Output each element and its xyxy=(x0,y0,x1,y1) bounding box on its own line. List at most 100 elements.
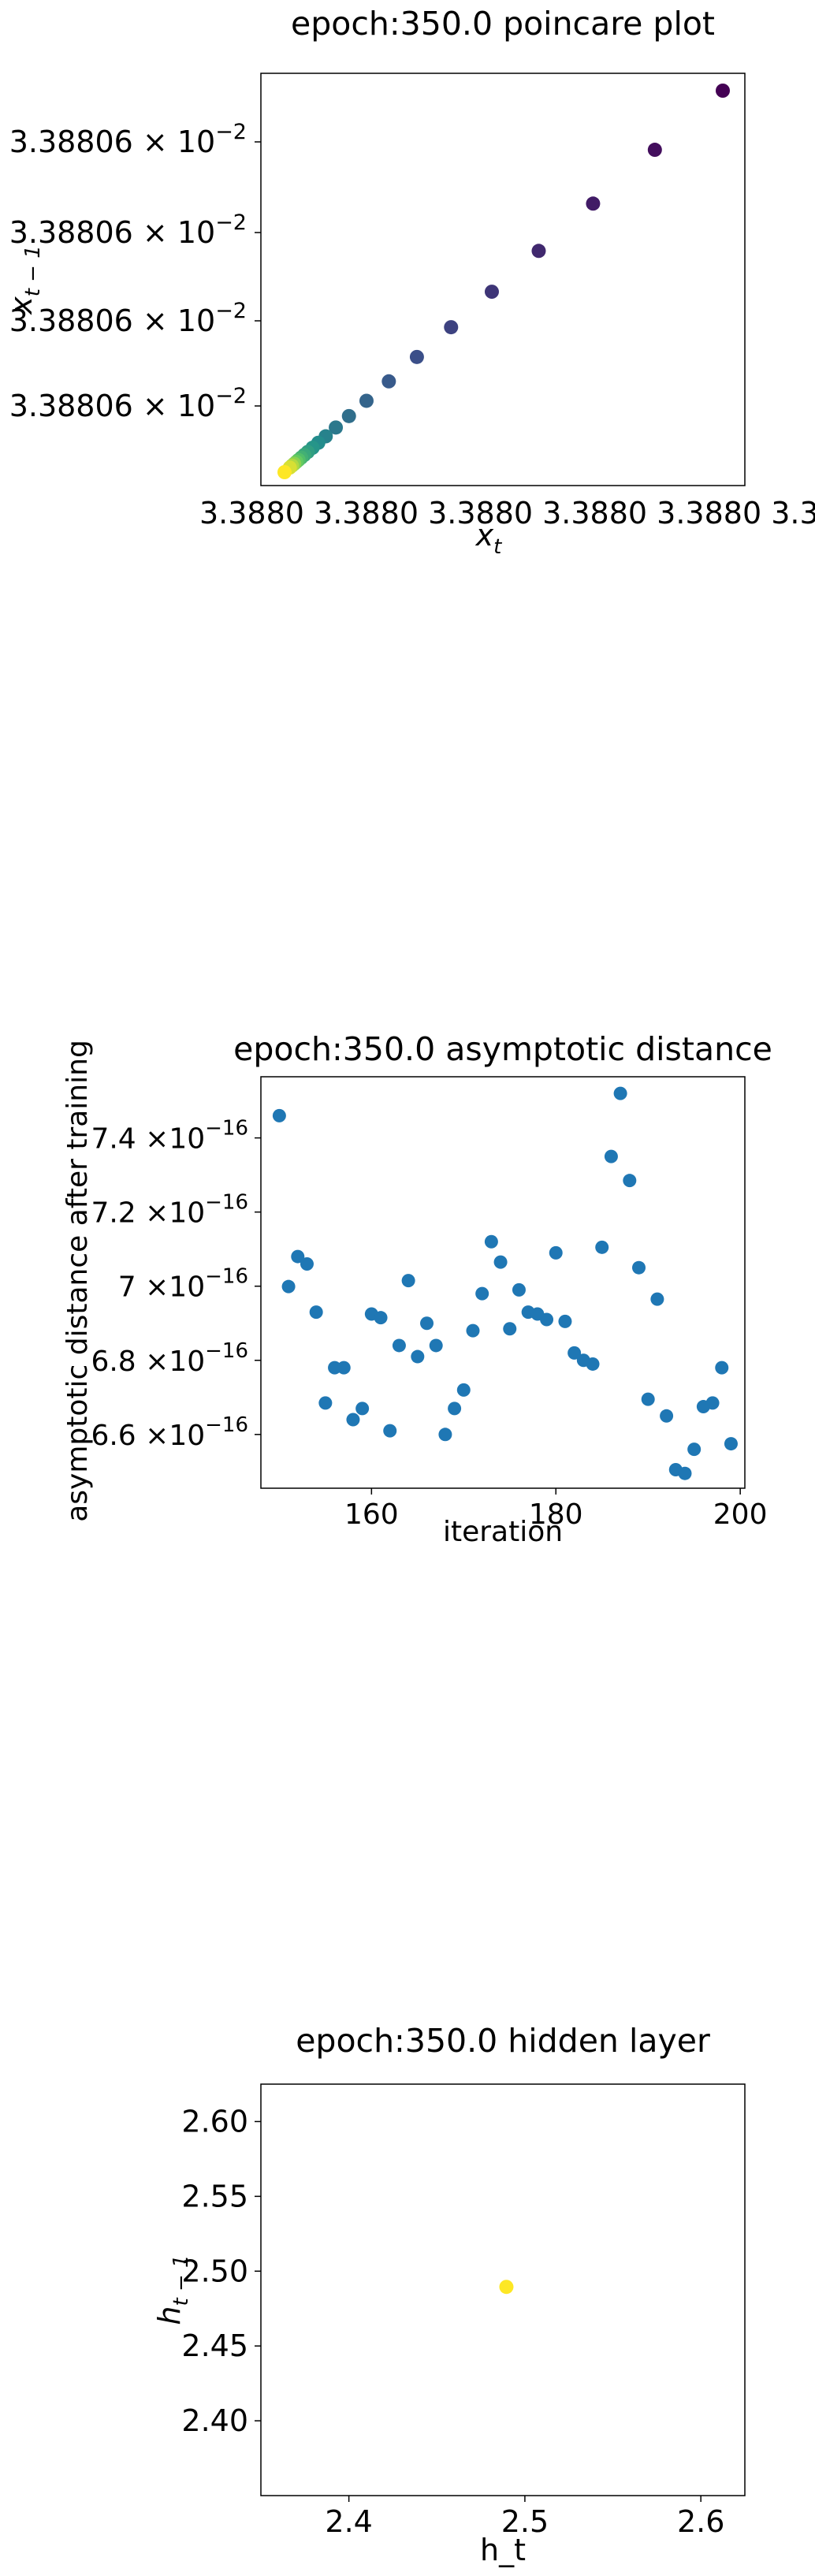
y-axis-label-sub: t − 1 xyxy=(21,245,45,296)
y-tick-label: 7 ×10−16 xyxy=(118,1265,248,1304)
y-tick-label: 3.38806 × 10−2 xyxy=(9,299,247,338)
y-axis-label-base: x xyxy=(4,296,39,315)
data-point xyxy=(438,1428,452,1442)
y-tick-mantissa: 7 ×10 xyxy=(118,1271,205,1304)
data-point xyxy=(448,1402,462,1416)
x-axis-label-base: x xyxy=(475,518,494,553)
data-point xyxy=(540,1312,554,1327)
y-tick-mantissa: 6.6 ×10 xyxy=(91,1420,205,1452)
data-point xyxy=(392,1338,406,1353)
data-point xyxy=(503,1322,517,1336)
data-point xyxy=(359,393,374,408)
data-point xyxy=(558,1314,572,1328)
data-point xyxy=(341,408,356,423)
asymptotic-figure: epoch:350.0 asymptotic distance 160 180 20… xyxy=(0,1025,815,1576)
data-point xyxy=(531,244,546,259)
data-points xyxy=(499,2280,514,2295)
data-point xyxy=(456,1383,471,1397)
data-point xyxy=(586,196,601,211)
x-axis-label: h_t xyxy=(480,2533,526,2567)
y-tick-mantissa: 3.38806 × 10 xyxy=(9,303,216,338)
data-point xyxy=(716,84,730,98)
y-axis-label: xt − 1 xyxy=(4,245,45,315)
data-point xyxy=(604,1149,618,1163)
data-point xyxy=(705,1396,720,1410)
data-point xyxy=(309,1305,323,1320)
y-axis-label-sub: t − 1 xyxy=(169,2254,193,2306)
plot-area xyxy=(260,73,746,486)
data-point xyxy=(277,465,292,479)
data-point xyxy=(300,1256,314,1271)
data-point xyxy=(484,285,499,300)
hidden-layer-figure: epoch:350.0 hidden layer 2.4 2.5 2.6 2.40 2… xyxy=(0,2010,815,2576)
y-tick-mantissa: 3.38806 × 10 xyxy=(9,125,216,159)
y-tick-label: 7.2 ×10−16 xyxy=(91,1191,248,1230)
y-tick-exponent: −2 xyxy=(215,299,247,323)
data-point xyxy=(355,1402,370,1416)
y-axis-label-base: h xyxy=(152,2306,187,2325)
data-point xyxy=(568,1346,582,1360)
y-axis-ticks: 6.6 ×10−166.8 ×10−167 ×10−167.2 ×10−167.… xyxy=(91,1117,261,1452)
data-point xyxy=(411,1349,425,1364)
y-tick-exponent: −16 xyxy=(205,1339,248,1363)
data-points xyxy=(277,84,730,479)
data-point xyxy=(613,1086,627,1100)
y-tick-mantissa: 3.38806 × 10 xyxy=(9,389,216,423)
data-point xyxy=(715,1361,729,1375)
data-point xyxy=(623,1174,637,1188)
data-point xyxy=(650,1292,664,1306)
x-tick-label: 2.5 xyxy=(501,2504,549,2539)
data-point xyxy=(409,349,424,364)
chart-title: epoch:350.0 hidden layer xyxy=(296,2022,710,2060)
data-point xyxy=(512,1282,526,1297)
y-tick-exponent: −2 xyxy=(215,384,247,408)
data-point xyxy=(687,1442,701,1457)
data-point xyxy=(337,1361,351,1375)
x-axis-label: iteration xyxy=(443,1516,563,1548)
data-point xyxy=(632,1260,646,1275)
x-tick-label: 2.4 xyxy=(325,2504,372,2539)
poincare-figure: epoch:350.0 poincare plot 3.38806 × 10−2… xyxy=(0,0,815,599)
data-point xyxy=(381,374,396,389)
x-axis-ticks: 160 180 200 xyxy=(344,1488,768,1531)
y-tick-label: 6.8 ×10−16 xyxy=(91,1339,248,1378)
y-tick-mantissa: 3.38806 × 10 xyxy=(9,215,216,250)
y-axis-ticks: 2.40 2.45 2.50 2.55 2.60 xyxy=(181,2104,261,2438)
data-point xyxy=(318,1396,333,1410)
data-point xyxy=(466,1323,480,1338)
y-tick-mantissa: 6.8 ×10 xyxy=(91,1346,205,1378)
x-tick-label: 180 xyxy=(529,1498,583,1531)
data-point xyxy=(329,420,344,435)
data-point xyxy=(678,1466,692,1480)
x-tick-label: 200 xyxy=(713,1498,768,1531)
data-point xyxy=(647,143,662,158)
y-tick-label: 3.38806 × 10−2 xyxy=(9,384,247,423)
data-point xyxy=(374,1311,388,1325)
data-point xyxy=(493,1255,508,1269)
data-point xyxy=(499,2280,514,2295)
plot-area xyxy=(260,2083,746,2496)
data-point xyxy=(272,1108,286,1122)
y-axis-label: asymptotic distance after training xyxy=(61,1040,94,1522)
y-tick-mantissa: 7.2 ×10 xyxy=(91,1197,205,1230)
plot-area xyxy=(260,1076,746,1489)
data-point xyxy=(444,320,459,335)
data-point xyxy=(291,1249,305,1264)
x-axis-ticks: 2.4 2.5 2.6 xyxy=(325,2496,724,2539)
y-tick-label: 7.4 ×10−16 xyxy=(91,1117,248,1156)
poincare-chart: epoch:350.0 poincare plot 3.38806 × 10−2… xyxy=(4,5,815,559)
y-tick-exponent: −16 xyxy=(205,1117,248,1141)
data-point xyxy=(328,1361,342,1375)
y-tick-label: 2.40 xyxy=(181,2403,248,2438)
hidden-layer-chart: epoch:350.0 hidden layer 2.4 2.5 2.6 2.402… xyxy=(152,2022,746,2567)
y-tick-label: 2.45 xyxy=(181,2328,248,2363)
chart-title: epoch:350.0 poincare plot xyxy=(291,5,715,43)
x-tick-label: 160 xyxy=(344,1498,399,1531)
y-tick-label: 2.60 xyxy=(181,2104,248,2139)
data-point xyxy=(429,1338,443,1353)
data-point xyxy=(420,1316,434,1331)
data-point xyxy=(383,1424,397,1438)
data-point xyxy=(475,1286,489,1301)
chart-title: epoch:350.0 asymptotic distance xyxy=(233,1030,772,1068)
y-tick-exponent: −16 xyxy=(205,1265,248,1289)
